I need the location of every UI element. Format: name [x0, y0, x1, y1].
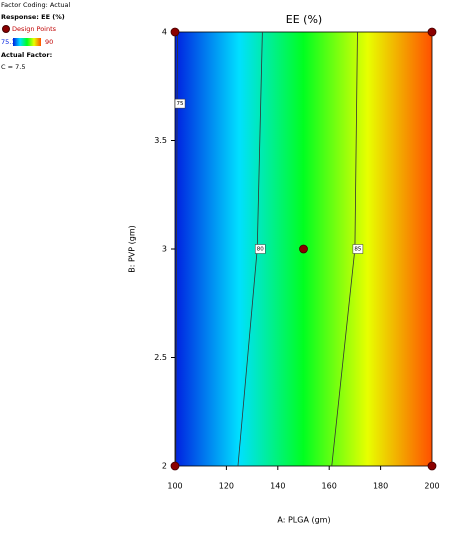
contour-label-box — [174, 98, 186, 109]
y-tick-label: 2.5 — [154, 353, 167, 362]
colorbar-max: 90 — [45, 38, 53, 46]
y-tick-label: 2 — [162, 462, 167, 471]
contour-label-box — [352, 244, 364, 254]
y-tick-label: 3.5 — [154, 136, 167, 145]
x-tick-label: 100 — [167, 482, 182, 491]
legend-actual-factor: Actual Factor: — [1, 51, 52, 59]
colorbar — [13, 38, 41, 46]
x-tick-label: 200 — [424, 482, 439, 491]
design-point — [170, 461, 180, 471]
y-tick-label: 3 — [162, 245, 167, 254]
design-point — [299, 244, 308, 254]
design-point — [427, 27, 437, 37]
legend-response: Response: EE (%) — [1, 13, 65, 21]
x-tick-label: 140 — [270, 482, 285, 491]
y-axis-label: B: PVP (gm) — [128, 225, 137, 273]
x-axis-label: A: PLGA (gm) — [277, 516, 330, 525]
contour-label-box — [254, 244, 266, 254]
legend-marker — [2, 25, 10, 33]
contour-label: 85 — [354, 247, 361, 253]
x-tick-label: 160 — [322, 482, 337, 491]
legend-coding: Factor Coding: Actual — [1, 1, 70, 9]
x-tick-label: 120 — [219, 482, 234, 491]
contour-label: 75 — [177, 101, 184, 107]
colorbar-min: 75.1 — [1, 38, 15, 46]
x-tick-label: 180 — [373, 482, 388, 491]
legend-design-points: Design Points — [12, 25, 57, 33]
design-point — [427, 461, 437, 471]
legend-factor-value: C = 7.5 — [1, 63, 25, 71]
y-tick-label: 4 — [162, 28, 167, 37]
design-point — [170, 27, 180, 37]
contour-label: 80 — [257, 247, 264, 253]
chart-title: EE (%) — [286, 13, 322, 26]
